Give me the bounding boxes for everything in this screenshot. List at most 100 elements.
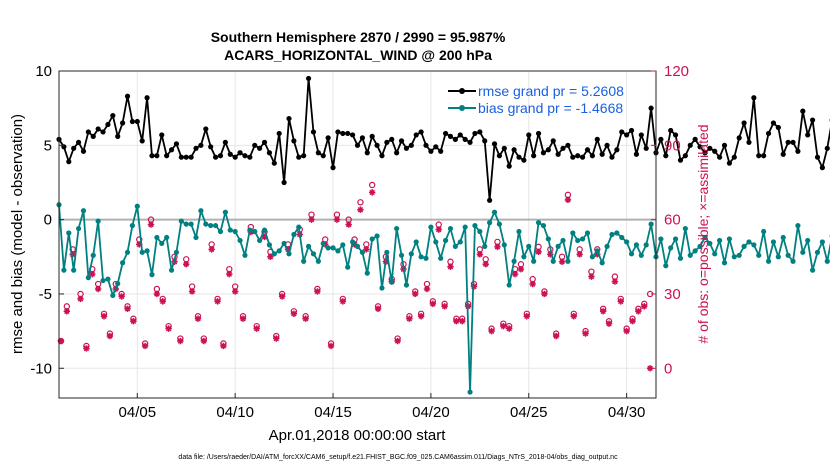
right-tick-label: 0 xyxy=(664,360,672,377)
bias-marker xyxy=(682,225,688,232)
bias-marker xyxy=(403,282,410,288)
rmse-marker xyxy=(633,151,640,157)
bias-marker xyxy=(129,222,136,229)
obs-assimilated-marker xyxy=(314,288,321,295)
rmse-marker xyxy=(814,154,821,160)
obs-assimilated-marker xyxy=(200,337,208,345)
bias-marker xyxy=(780,234,786,241)
obs-assimilated-marker xyxy=(83,345,90,352)
rmse-marker xyxy=(66,159,72,165)
bias-marker xyxy=(477,228,483,235)
bias-marker xyxy=(384,249,390,255)
rmse-marker xyxy=(286,115,292,122)
bias-marker xyxy=(144,248,150,254)
bias-marker xyxy=(721,260,728,266)
rmse-marker xyxy=(775,124,781,131)
bias-marker xyxy=(756,252,762,258)
bias-marker xyxy=(555,243,561,249)
bias-marker xyxy=(491,209,498,215)
rmse-marker xyxy=(257,145,263,151)
obs-assimilated-marker xyxy=(529,280,536,288)
bias-marker xyxy=(237,237,243,244)
obs-assimilated-marker xyxy=(629,318,636,325)
obs-assimilated-marker xyxy=(165,325,172,332)
obs-assimilated-marker xyxy=(94,285,102,293)
bias-marker xyxy=(765,258,772,264)
obs-possible-marker xyxy=(357,199,364,206)
bias-marker xyxy=(154,234,160,241)
obs-assimilated-marker xyxy=(576,251,583,258)
bias-marker xyxy=(526,243,532,249)
bias-marker xyxy=(369,236,375,242)
bias-marker xyxy=(516,228,522,235)
rmse-marker xyxy=(462,136,468,142)
rmse-marker xyxy=(296,154,302,160)
rmse-marker xyxy=(320,153,326,159)
obs-assimilated-marker xyxy=(453,318,460,325)
bias-marker xyxy=(105,276,111,282)
bias-marker xyxy=(819,239,825,245)
bias-marker xyxy=(746,239,752,245)
rmse-marker xyxy=(643,145,649,151)
bias-marker xyxy=(124,249,131,255)
obs-assimilated-marker xyxy=(118,293,125,300)
obs-assimilated-marker xyxy=(476,251,484,258)
obs-assimilated-marker xyxy=(188,288,196,295)
rmse-marker xyxy=(266,150,273,156)
rmse-marker xyxy=(110,112,116,119)
bias-marker xyxy=(80,208,87,214)
legend-bias-label: bias grand pr = -1.4668 xyxy=(478,100,623,116)
rmse-marker xyxy=(579,154,586,160)
right-axis-label: # of obs: o=possible; ×=assimilated xyxy=(695,124,711,343)
x-tick-label: 04/25 xyxy=(510,404,548,421)
rmse-marker xyxy=(428,148,434,154)
obs-assimilated-marker xyxy=(130,318,137,325)
rmse-marker xyxy=(354,142,361,148)
rmse-marker xyxy=(247,154,253,160)
bias-marker xyxy=(139,249,145,255)
bias-marker xyxy=(433,239,439,245)
rmse-marker xyxy=(310,129,317,135)
bias-marker xyxy=(193,234,199,241)
obs-possible-marker xyxy=(368,181,376,189)
bias-marker xyxy=(442,237,449,244)
rmse-marker xyxy=(765,130,772,137)
rmse-marker xyxy=(90,133,96,139)
bias-marker xyxy=(496,221,503,227)
chart-title-line1: Southern Hemisphere 2870 / 2990 = 95.987… xyxy=(211,29,506,45)
bias-marker xyxy=(90,252,96,258)
obs-assimilated-marker xyxy=(357,206,364,213)
bias-marker xyxy=(540,222,547,229)
x-tick-label: 04/10 xyxy=(216,404,254,421)
bias-marker xyxy=(310,251,317,257)
obs-assimilated-marker xyxy=(635,308,642,315)
bias-marker xyxy=(188,221,194,227)
rmse-marker xyxy=(398,138,405,144)
rmse-marker xyxy=(291,138,297,144)
bias-marker xyxy=(741,243,747,249)
rmse-marker xyxy=(276,130,282,137)
bias-marker xyxy=(438,255,444,261)
rmse-marker xyxy=(198,142,204,148)
bias-marker xyxy=(242,252,248,258)
rmse-marker xyxy=(663,153,669,159)
rmse-marker xyxy=(736,135,742,141)
left-tick-label: 0 xyxy=(44,212,52,229)
rmse-marker xyxy=(457,132,463,138)
bias-marker xyxy=(614,230,620,236)
bias-marker xyxy=(584,230,591,236)
bias-marker xyxy=(579,236,586,242)
rmse-marker xyxy=(134,118,140,125)
obs-assimilated-marker xyxy=(412,290,419,298)
rmse-marker xyxy=(301,153,307,159)
bias-marker xyxy=(624,239,630,245)
left-axis-ticks: -10 -5 0 5 10 xyxy=(30,63,64,377)
bias-marker xyxy=(428,224,434,230)
obs-assimilated-marker xyxy=(582,330,589,337)
bias-marker xyxy=(168,267,175,273)
obs-assimilated-marker xyxy=(406,315,413,322)
rmse-marker xyxy=(824,145,830,151)
x-tick-label: 04/15 xyxy=(314,404,352,421)
bias-marker xyxy=(276,248,282,254)
bias-marker xyxy=(589,254,595,260)
